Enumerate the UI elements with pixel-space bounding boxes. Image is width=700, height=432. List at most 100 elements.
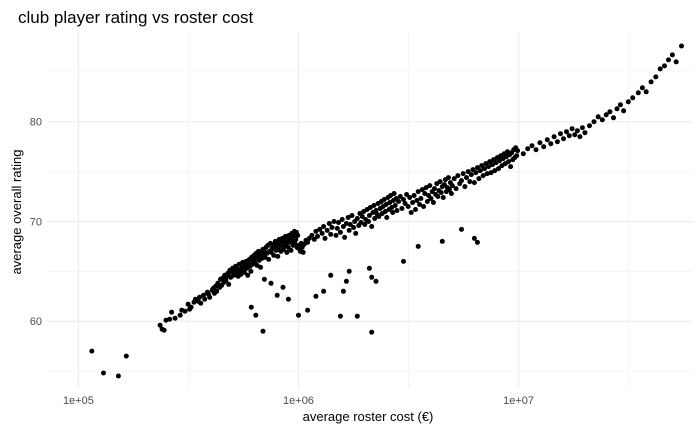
data-point bbox=[460, 171, 466, 177]
x-tick-label: 1e+06 bbox=[283, 395, 314, 407]
data-point bbox=[296, 312, 301, 318]
data-point bbox=[342, 234, 348, 240]
data-point bbox=[157, 322, 163, 328]
data-point bbox=[574, 128, 580, 134]
data-point bbox=[384, 215, 390, 220]
data-point bbox=[300, 249, 306, 255]
data-point bbox=[371, 203, 377, 208]
data-point bbox=[446, 187, 452, 193]
data-point bbox=[614, 106, 620, 112]
data-point bbox=[662, 63, 667, 69]
data-point bbox=[353, 230, 359, 236]
data-point bbox=[430, 200, 436, 205]
data-point bbox=[339, 217, 345, 222]
data-point bbox=[305, 307, 311, 313]
data-point bbox=[402, 201, 408, 206]
data-point bbox=[533, 147, 539, 153]
data-point bbox=[366, 219, 371, 224]
data-point bbox=[172, 315, 178, 321]
data-point bbox=[579, 125, 585, 131]
data-point bbox=[268, 280, 274, 286]
data-point bbox=[245, 272, 251, 278]
y-axis-ticks: 60 70 80 bbox=[30, 117, 42, 328]
data-point bbox=[405, 204, 411, 209]
data-point bbox=[207, 294, 213, 300]
data-point bbox=[455, 173, 461, 179]
data-point bbox=[554, 139, 560, 145]
data-point bbox=[372, 216, 378, 221]
data-point bbox=[241, 269, 247, 275]
data-point bbox=[471, 235, 477, 241]
data-point bbox=[591, 119, 597, 125]
data-point bbox=[340, 288, 346, 294]
data-point bbox=[525, 146, 531, 152]
data-point bbox=[123, 353, 129, 359]
data-point bbox=[321, 288, 327, 294]
data-point bbox=[423, 185, 429, 191]
data-point bbox=[396, 199, 402, 204]
x-tick-label: 1e+05 bbox=[63, 395, 94, 407]
data-point bbox=[369, 274, 375, 280]
data-point bbox=[666, 57, 671, 63]
data-point bbox=[582, 130, 588, 136]
data-point bbox=[413, 207, 418, 212]
data-point bbox=[359, 214, 365, 219]
data-point bbox=[421, 204, 427, 209]
data-point bbox=[419, 187, 425, 193]
data-point bbox=[343, 221, 349, 226]
data-point bbox=[334, 225, 340, 231]
data-point bbox=[311, 236, 317, 242]
data-point bbox=[321, 224, 327, 229]
data-point bbox=[506, 159, 511, 165]
data-point bbox=[223, 277, 229, 283]
data-point bbox=[544, 137, 550, 143]
y-tick-label: 70 bbox=[30, 216, 42, 228]
data-point bbox=[520, 151, 526, 157]
data-point bbox=[89, 348, 95, 354]
data-point bbox=[476, 176, 482, 182]
data-point bbox=[309, 232, 315, 238]
data-point bbox=[346, 227, 352, 233]
data-point bbox=[401, 197, 406, 202]
data-point bbox=[215, 280, 221, 286]
data-point bbox=[115, 373, 121, 379]
data-point bbox=[369, 224, 375, 229]
data-point bbox=[317, 226, 323, 232]
data-point bbox=[496, 166, 501, 172]
data-point bbox=[448, 191, 454, 196]
data-point bbox=[607, 109, 613, 115]
data-point bbox=[336, 220, 341, 225]
data-point bbox=[392, 203, 398, 208]
data-point bbox=[328, 231, 334, 237]
data-point bbox=[415, 243, 421, 249]
data-points bbox=[89, 43, 684, 379]
data-point bbox=[319, 230, 325, 236]
data-point bbox=[401, 258, 406, 264]
data-point bbox=[214, 288, 220, 294]
data-point bbox=[473, 170, 479, 176]
data-point bbox=[295, 232, 301, 238]
data-point bbox=[428, 196, 434, 201]
data-point bbox=[293, 236, 299, 242]
data-point bbox=[415, 189, 421, 195]
x-axis-title: average roster cost (€) bbox=[303, 409, 434, 424]
data-point bbox=[625, 99, 631, 105]
data-point bbox=[408, 210, 414, 215]
data-point bbox=[551, 134, 557, 140]
data-point bbox=[288, 247, 294, 253]
data-point bbox=[354, 216, 360, 221]
data-point bbox=[477, 168, 483, 174]
data-point bbox=[369, 329, 375, 335]
data-point bbox=[305, 239, 311, 245]
data-point bbox=[271, 252, 277, 258]
data-point bbox=[515, 148, 521, 154]
data-point bbox=[410, 200, 416, 205]
data-point bbox=[468, 172, 474, 178]
y-axis-title: average overall rating bbox=[9, 149, 24, 274]
data-point bbox=[381, 197, 387, 202]
data-point bbox=[488, 170, 494, 176]
x-axis-ticks: 1e+05 1e+06 1e+07 bbox=[63, 395, 534, 407]
data-point bbox=[404, 192, 410, 197]
data-point bbox=[414, 198, 420, 203]
